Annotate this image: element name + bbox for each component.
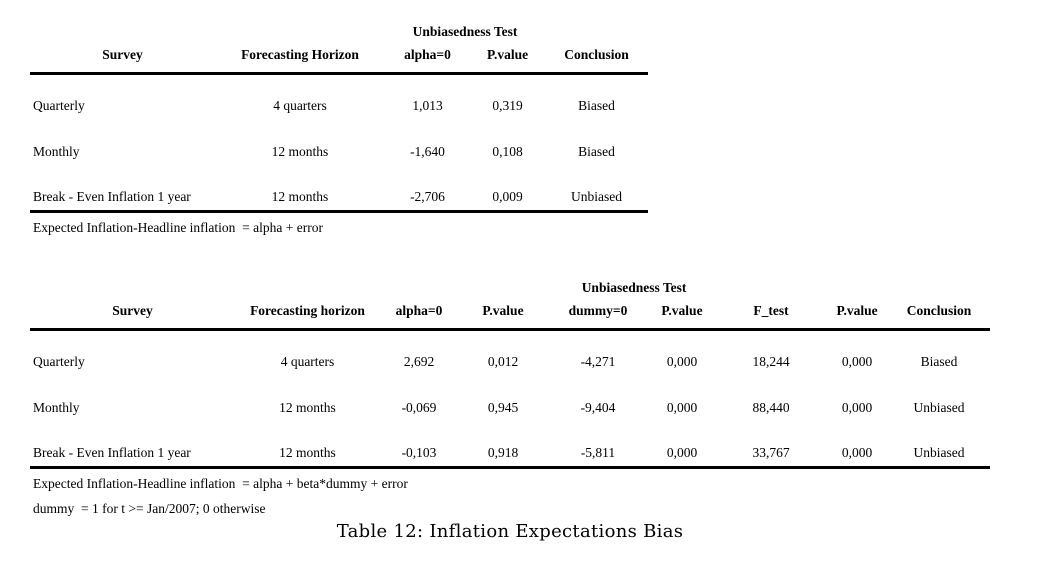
table2-footnote-model: Expected Inflation-Headline inflation = … [33,475,408,491]
col-header-pvalue-ftest: P.value [836,302,878,318]
table-row: Monthly 12 months -0,069 0,945 -9,404 0,… [30,375,990,421]
cell-dummy: -4,271 [580,354,616,369]
cell-conclusion: Unbiased [571,188,623,204]
cell-dummy: -9,404 [580,400,616,415]
cell-pvalue-dummy: 0,000 [666,400,698,415]
cell-alpha: 1,013 [412,98,443,113]
table1-head: Unbiasedness Test Survey Forecasting Hor… [30,20,649,73]
cell-pvalue: 0,319 [492,98,523,113]
table-row: Monthly 12 months -1,640 0,108 Biased [30,119,648,165]
cell-alpha: -0,103 [401,444,437,460]
cell-ftest: 18,244 [752,354,790,369]
table-caption: Table 12: Inflation Expectations Bias [336,521,684,542]
spacer-cell [545,20,648,44]
table-row: Quarterly 4 quarters 1,013 0,319 Biased [30,73,648,119]
table1-body: Quarterly 4 quarters 1,013 0,319 Biased … [30,73,649,211]
table2-footnote-dummy-def: dummy = 1 for t >= Jan/2007; 0 otherwise [33,500,266,516]
table2-title-row: Unbiasedness Test [30,276,990,300]
col-header-ftest: F_test [753,302,789,318]
cell-conclusion: Unbiased [913,400,965,415]
cell-horizon: 4 quarters [273,98,327,113]
cell-ftest: 88,440 [752,400,790,415]
cell-survey: Monthly [33,144,80,159]
cell-horizon: 12 months [271,144,329,159]
cell-horizon: 4 quarters [280,354,335,369]
cell-horizon: 12 months [279,400,336,415]
cell-survey: Break - Even Inflation 1 year [33,444,191,460]
table-row: Quarterly 4 quarters 2,692 0,012 -4,271 … [30,329,990,375]
cell-pvalue: 0,108 [492,144,523,159]
col-header-conclusion: Conclusion [906,302,972,318]
col-header-alpha: alpha=0 [404,46,451,62]
cell-pvalue-ftest: 0,000 [841,354,873,369]
col-header-forecasting-horizon: Forecasting Horizon [241,46,359,62]
table2-title: Unbiasedness Test [581,280,687,295]
cell-pvalue-alpha: 0,918 [487,444,519,460]
cell-ftest: 33,767 [752,444,790,460]
cell-dummy: -5,811 [580,444,616,460]
cell-pvalue-ftest: 0,000 [841,400,873,415]
table2-header-row: Survey Forecasting horizon alpha=0 P.val… [30,300,990,329]
table1-title-row: Unbiasedness Test [30,20,648,44]
table-row: Break - Even Inflation 1 year 12 months … [30,421,990,467]
unbiasedness-table-dummy: Unbiasedness Test Survey Forecasting hor… [30,276,991,519]
col-header-pvalue-alpha: P.value [482,302,524,318]
cell-conclusion: Biased [920,354,958,369]
table1-footnote: Expected Inflation-Headline inflation = … [33,219,323,235]
col-header-survey: Survey [112,302,153,318]
col-header-conclusion: Conclusion [564,46,629,62]
cell-horizon: 12 months [279,444,336,460]
cell-alpha: 2,692 [403,354,435,369]
cell-survey: Quarterly [33,354,85,369]
unbiasedness-table-simple: Unbiasedness Test Survey Forecasting Hor… [30,20,649,238]
col-header-forecasting-horizon: Forecasting horizon [250,302,365,318]
col-header-survey: Survey [102,46,143,62]
cell-alpha: -1,640 [410,144,445,159]
cell-survey: Quarterly [33,98,85,113]
table1-title: Unbiasedness Test [412,24,518,39]
cell-pvalue-alpha: 0,012 [487,354,519,369]
cell-survey: Break - Even Inflation 1 year [33,188,191,204]
table1: Unbiasedness Test Survey Forecasting Hor… [30,20,649,213]
table2-head: Unbiasedness Test Survey Forecasting hor… [30,276,991,329]
cell-pvalue: 0,009 [492,188,523,204]
spacer-cell [30,276,380,300]
cell-conclusion: Biased [578,98,615,113]
cell-pvalue-alpha: 0,945 [487,400,519,415]
cell-conclusion: Unbiased [913,444,965,460]
cell-alpha: -0,069 [401,400,437,415]
table2: Unbiasedness Test Survey Forecasting hor… [30,276,991,469]
table2-body: Quarterly 4 quarters 2,692 0,012 -4,271 … [30,329,991,467]
col-header-dummy: dummy=0 [568,302,628,318]
col-header-alpha: alpha=0 [395,302,443,318]
cell-alpha: -2,706 [410,188,445,204]
col-header-pvalue-dummy: P.value [661,302,703,318]
col-header-pvalue: P.value [486,46,529,62]
cell-conclusion: Biased [578,144,615,159]
cell-pvalue-dummy: 0,000 [666,444,698,460]
cell-survey: Monthly [33,400,80,415]
spacer-cell [888,276,990,300]
table-row: Break - Even Inflation 1 year 12 months … [30,165,648,211]
cell-pvalue-ftest: 0,000 [841,444,873,460]
spacer-cell [30,20,385,44]
cell-horizon: 12 months [271,188,329,204]
cell-pvalue-dummy: 0,000 [666,354,698,369]
table1-header-row: Survey Forecasting Horizon alpha=0 P.val… [30,44,648,73]
